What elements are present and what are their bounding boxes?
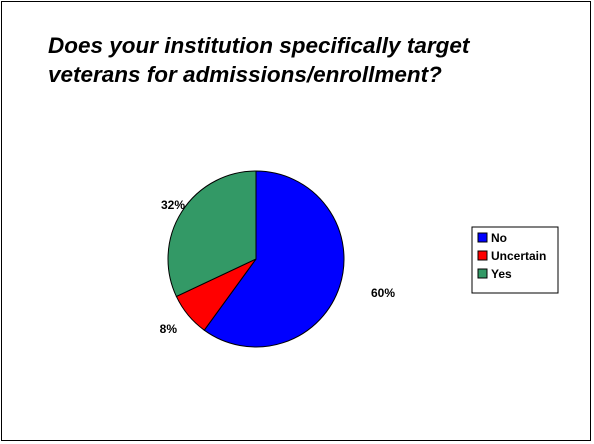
legend-swatch-no [477, 232, 488, 243]
pie-slice-no [203, 170, 345, 348]
legend-swatch-yes [477, 268, 488, 279]
legend-label-no: No [491, 231, 507, 245]
data-label-yes: 32% [161, 198, 185, 212]
pie-slice-yes [167, 170, 257, 298]
legend-swatch-uncertain [477, 250, 488, 261]
legend-label-uncertain: Uncertain [491, 249, 546, 263]
data-label-no: 60% [371, 286, 395, 300]
data-labels: 60% 8% 32% [160, 198, 396, 336]
legend-items: No Uncertain Yes [477, 231, 546, 281]
legend: No Uncertain Yes [471, 226, 559, 294]
slide-title: Does your institution specifically targe… [48, 33, 470, 87]
pie-slices [167, 170, 345, 348]
data-label-uncertain: 8% [160, 322, 178, 336]
legend-label-yes: Yes [491, 267, 512, 281]
